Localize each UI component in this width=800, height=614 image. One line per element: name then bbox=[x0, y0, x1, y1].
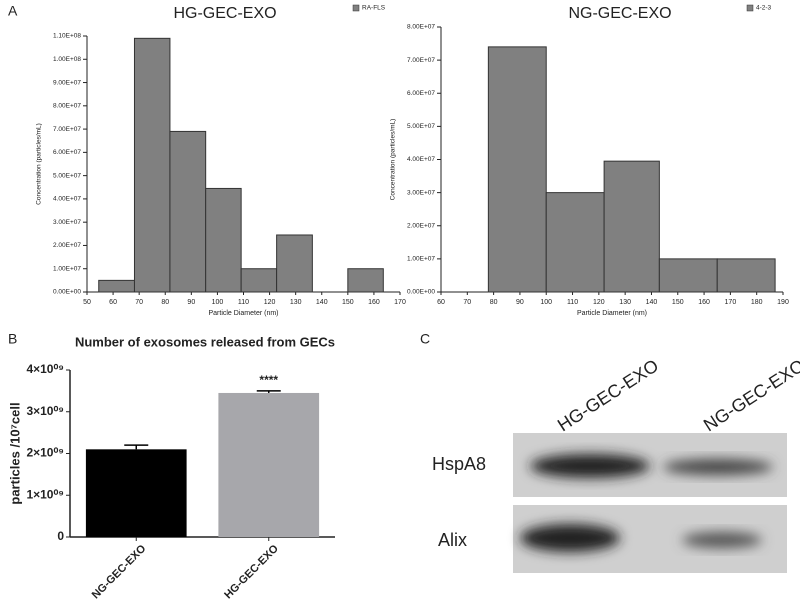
x-tick-label: 60 bbox=[437, 299, 445, 306]
x-tick-label: 120 bbox=[264, 299, 276, 306]
y-tick-label: 3×10⁰⁹ bbox=[26, 404, 64, 418]
x-tick-label: 120 bbox=[593, 299, 605, 306]
x-tick-label: 100 bbox=[212, 299, 224, 306]
bar bbox=[85, 449, 187, 537]
histogram-bar bbox=[240, 268, 278, 293]
significance: **** bbox=[259, 373, 278, 387]
row-label: Alix bbox=[438, 530, 467, 550]
y-axis-label: Concentration (particles/mL) bbox=[390, 119, 397, 201]
x-tick-label: 140 bbox=[646, 299, 658, 306]
x-tick-label: 190 bbox=[777, 299, 789, 306]
y-tick-label: 8.00E+07 bbox=[53, 103, 81, 110]
chart-title: NG-GEC-EXO bbox=[568, 5, 671, 22]
y-tick-label: 2.00E+07 bbox=[53, 242, 81, 249]
blot-band bbox=[520, 524, 620, 552]
x-axis-label: Particle Diameter (nm) bbox=[577, 310, 647, 317]
y-tick-label: 7.00E+07 bbox=[407, 57, 435, 64]
histogram-bar bbox=[716, 258, 776, 293]
y-tick-label: 3.00E+07 bbox=[53, 219, 81, 226]
x-tick-label: 110 bbox=[567, 299, 578, 306]
histogram-bar bbox=[545, 192, 605, 293]
histogram-bar bbox=[487, 46, 547, 293]
legend-label: 4-2-3 bbox=[756, 5, 772, 12]
y-tick-label: 3.00E+07 bbox=[407, 189, 435, 196]
x-tick-label: 160 bbox=[698, 299, 710, 306]
y-tick-label: 5.00E+07 bbox=[53, 172, 81, 179]
y-tick-label: 8.00E+07 bbox=[407, 24, 435, 31]
histogram-bar bbox=[205, 187, 242, 293]
y-tick-label: 6.00E+07 bbox=[53, 149, 81, 156]
y-tick-label: 7.00E+07 bbox=[53, 126, 81, 133]
x-tick-label: HG-GEC-EXO bbox=[222, 542, 281, 601]
y-tick-label: 5.00E+07 bbox=[407, 123, 435, 130]
lane-label: HG-GEC-EXO bbox=[554, 355, 662, 435]
histogram-bar bbox=[98, 279, 135, 293]
row-label: HspA8 bbox=[432, 454, 486, 474]
x-tick-label: 180 bbox=[751, 299, 763, 306]
legend-swatch bbox=[746, 4, 754, 12]
panel-label: B bbox=[8, 331, 17, 347]
x-tick-label: 90 bbox=[187, 299, 195, 306]
x-tick-label: 60 bbox=[109, 299, 117, 306]
x-tick-label: 70 bbox=[135, 299, 143, 306]
y-tick-label: 1.00E+07 bbox=[407, 256, 435, 263]
x-tick-label: 150 bbox=[342, 299, 354, 306]
x-tick-label: 80 bbox=[490, 299, 498, 306]
y-tick-label: 1.10E+08 bbox=[53, 33, 81, 40]
x-tick-label: 170 bbox=[725, 299, 737, 306]
x-tick-label: 150 bbox=[672, 299, 684, 306]
y-tick-label: 4.00E+07 bbox=[53, 196, 81, 203]
x-tick-label: 130 bbox=[619, 299, 631, 306]
chart-title: Number of exosomes released from GECs bbox=[75, 334, 335, 349]
x-tick-label: 70 bbox=[463, 299, 471, 306]
blot-band bbox=[682, 532, 762, 548]
y-tick-label: 4.00E+07 bbox=[407, 156, 435, 163]
y-tick-label: 1.00E+07 bbox=[53, 265, 81, 272]
x-axis-label: Particle Diameter (nm) bbox=[208, 310, 278, 317]
y-tick-label: 1.00E+08 bbox=[53, 56, 81, 63]
legend-label: RA-FLS bbox=[362, 5, 386, 12]
panel-label: C bbox=[420, 331, 430, 347]
y-tick-label: 1×10⁰⁹ bbox=[26, 487, 64, 501]
x-tick-label: 110 bbox=[238, 299, 249, 306]
y-tick-label: 6.00E+07 bbox=[407, 90, 435, 97]
histogram-bar bbox=[603, 160, 660, 293]
y-axis-label: particles /10⁷cell bbox=[7, 402, 22, 504]
y-axis-label: Concentration (particles/mL) bbox=[36, 123, 43, 205]
x-tick-label: 170 bbox=[394, 299, 406, 306]
blot-band bbox=[530, 454, 650, 478]
y-tick-label: 4×10⁰⁹ bbox=[26, 362, 64, 376]
y-tick-label: 0 bbox=[57, 529, 64, 543]
bar bbox=[218, 392, 320, 537]
blot-band bbox=[663, 459, 773, 475]
lane-label: NG-GEC-EXO bbox=[700, 355, 800, 435]
histogram-bar bbox=[169, 130, 207, 293]
x-tick-label: 140 bbox=[316, 299, 328, 306]
histogram-bar bbox=[276, 234, 313, 293]
histogram-bar bbox=[133, 37, 171, 293]
x-tick-label: 80 bbox=[161, 299, 169, 306]
x-tick-label: 90 bbox=[516, 299, 524, 306]
x-tick-label: 50 bbox=[83, 299, 91, 306]
y-tick-label: 2×10⁰⁹ bbox=[26, 446, 64, 460]
chart-title: HG-GEC-EXO bbox=[173, 5, 276, 22]
legend-swatch bbox=[352, 4, 360, 12]
x-tick-label: NG-GEC-EXO bbox=[90, 542, 149, 601]
y-tick-label: 2.00E+07 bbox=[407, 222, 435, 229]
y-tick-label: 0.00E+00 bbox=[407, 289, 435, 296]
y-tick-label: 9.00E+07 bbox=[53, 79, 81, 86]
x-tick-label: 160 bbox=[368, 299, 380, 306]
panel-label: A bbox=[8, 3, 18, 19]
histogram-bar bbox=[658, 258, 718, 293]
y-tick-label: 0.00E+00 bbox=[53, 289, 81, 296]
histogram-bar bbox=[347, 268, 384, 293]
x-tick-label: 100 bbox=[540, 299, 552, 306]
x-tick-label: 130 bbox=[290, 299, 302, 306]
